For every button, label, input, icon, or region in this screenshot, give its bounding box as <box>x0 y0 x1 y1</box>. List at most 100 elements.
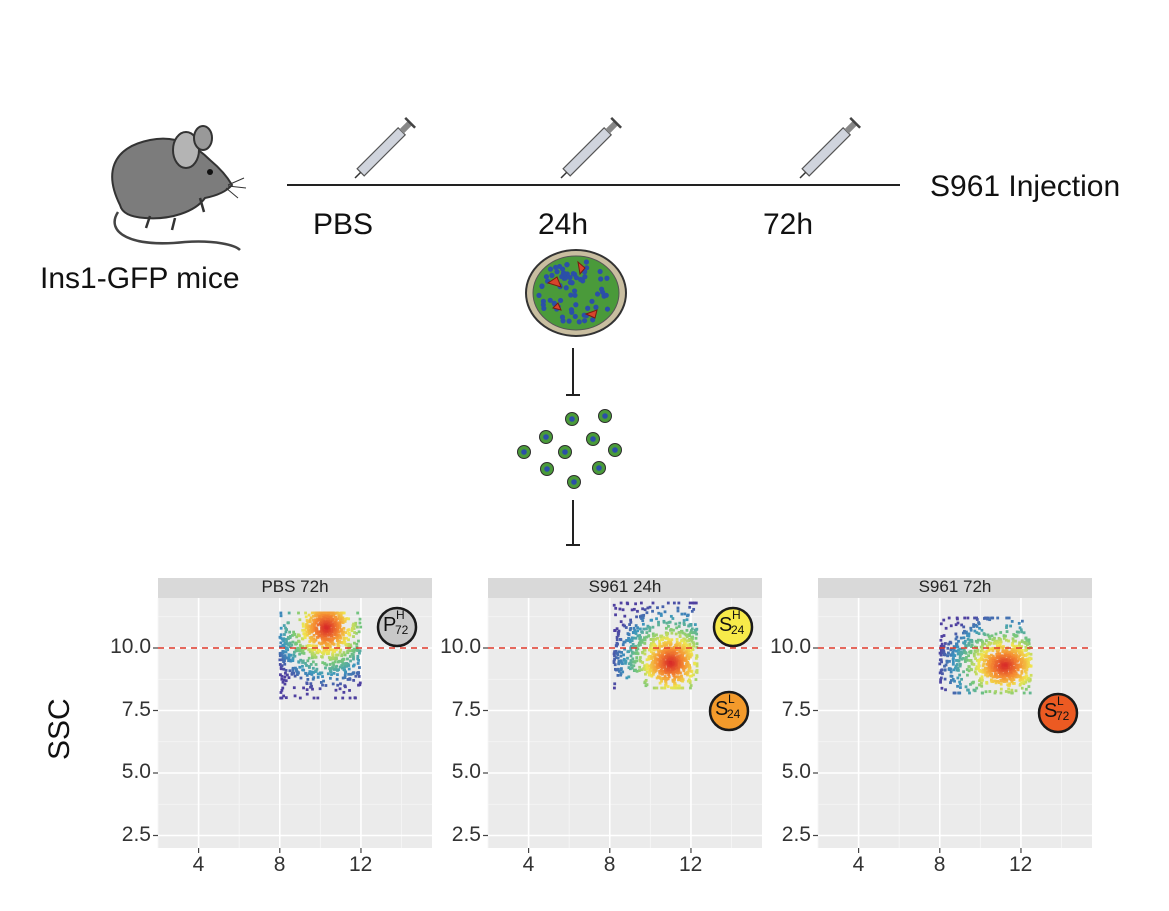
data-point <box>685 614 689 618</box>
data-point <box>617 629 621 633</box>
data-point <box>338 659 341 663</box>
data-point <box>1017 621 1021 625</box>
data-point <box>636 634 640 638</box>
data-point <box>615 635 619 639</box>
data-point <box>943 668 947 672</box>
data-point <box>694 678 698 681</box>
data-point <box>657 675 660 679</box>
data-point <box>284 679 288 683</box>
data-point <box>332 636 335 640</box>
data-point <box>336 637 339 641</box>
data-point <box>670 638 674 642</box>
data-point <box>1026 643 1029 646</box>
data-point <box>999 663 1003 667</box>
data-point <box>1005 616 1009 620</box>
data-point <box>355 642 359 646</box>
data-point <box>687 657 691 661</box>
data-point <box>299 658 303 662</box>
data-point <box>621 623 625 627</box>
data-point <box>288 630 292 634</box>
data-point <box>329 676 332 680</box>
data-point <box>1025 678 1028 682</box>
data-point <box>1022 680 1026 684</box>
data-point <box>635 669 639 673</box>
data-point <box>332 668 336 671</box>
data-point <box>985 639 988 642</box>
data-point <box>652 686 656 690</box>
data-point <box>619 673 623 677</box>
data-point <box>342 651 346 655</box>
data-point <box>651 641 655 645</box>
data-point <box>320 634 324 638</box>
data-point <box>318 618 322 622</box>
data-point <box>1011 641 1015 645</box>
panel-title: PBS 72h <box>261 577 329 596</box>
data-point <box>617 659 621 663</box>
data-point <box>1009 624 1013 628</box>
data-point <box>651 625 655 629</box>
data-point <box>677 631 681 634</box>
data-point <box>661 655 665 659</box>
data-point <box>282 639 285 643</box>
data-point <box>967 643 970 647</box>
data-point <box>992 679 996 683</box>
data-point <box>664 679 667 683</box>
data-point <box>970 668 974 672</box>
data-point <box>324 636 327 640</box>
data-point <box>1022 682 1026 686</box>
data-point <box>323 662 327 665</box>
data-point <box>688 645 692 649</box>
data-point <box>976 649 979 653</box>
data-point <box>1020 659 1023 662</box>
data-point <box>659 635 663 639</box>
data-point <box>942 645 946 649</box>
data-point <box>973 670 977 674</box>
data-point <box>963 639 967 643</box>
data-point <box>970 643 974 647</box>
data-point <box>284 626 287 630</box>
data-point <box>956 621 960 625</box>
data-point <box>690 653 694 657</box>
data-point <box>357 675 361 678</box>
data-point <box>972 663 976 666</box>
data-point <box>340 611 343 615</box>
data-point <box>649 643 653 647</box>
cell-icon <box>592 461 606 475</box>
data-point <box>664 677 668 680</box>
x-tick-label: 8 <box>603 853 616 876</box>
data-point <box>626 656 629 660</box>
population-badge <box>708 690 750 732</box>
data-point <box>1027 679 1031 683</box>
cell-icon <box>567 475 581 489</box>
y-tick-label: 2.5 <box>451 822 481 846</box>
data-point <box>629 661 632 665</box>
data-point <box>968 638 972 642</box>
data-point <box>952 657 955 660</box>
data-point <box>987 635 991 638</box>
y-tick-label: 7.5 <box>121 697 151 721</box>
data-point <box>352 622 355 626</box>
data-point <box>666 601 670 605</box>
data-point <box>975 659 979 662</box>
data-point <box>634 624 638 627</box>
data-point <box>994 681 998 685</box>
data-point <box>694 670 698 674</box>
data-point <box>330 673 333 676</box>
data-point <box>294 666 297 670</box>
data-point <box>651 601 655 605</box>
data-point <box>634 602 638 606</box>
data-point <box>941 651 944 655</box>
data-point <box>1024 675 1028 678</box>
data-point <box>678 654 681 658</box>
data-point <box>688 605 692 609</box>
data-point <box>1007 683 1011 687</box>
data-point <box>1006 683 1010 687</box>
data-point <box>981 653 985 657</box>
data-point <box>654 658 658 662</box>
data-point <box>643 642 647 645</box>
y-tick-label: 7.5 <box>781 697 811 721</box>
data-point <box>284 630 288 634</box>
data-point <box>997 653 1001 657</box>
data-point <box>289 659 293 663</box>
data-point <box>670 631 674 635</box>
